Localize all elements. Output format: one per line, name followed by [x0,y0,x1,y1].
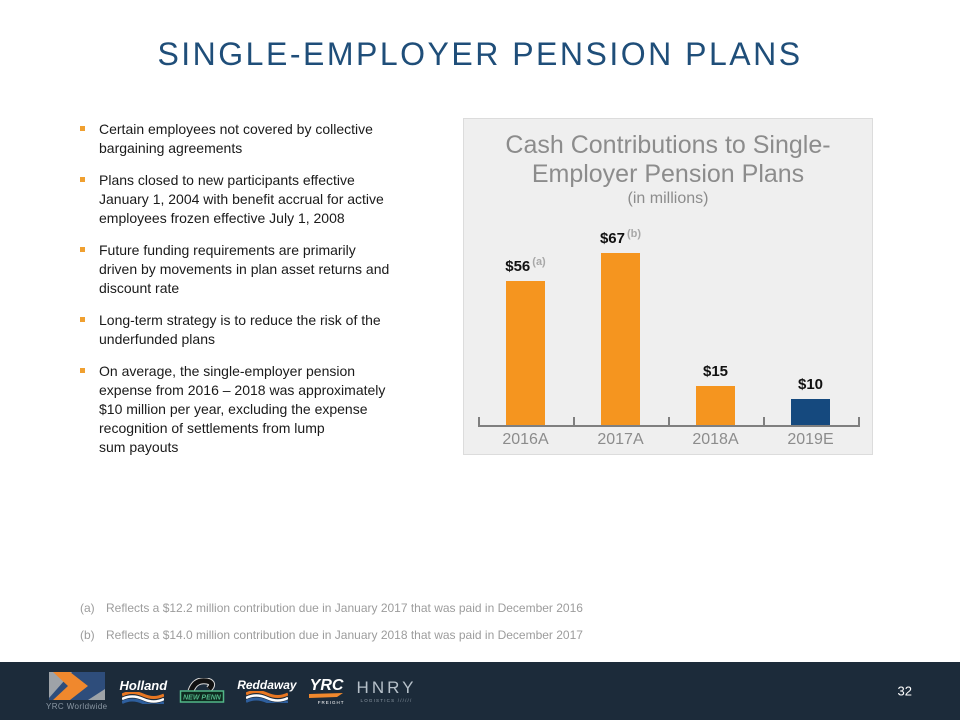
bar-chart: $56 (a) 2016A $67 (b) 2017A $15 2018A $10 2019E [478,119,862,459]
svg-text:NEW PENN: NEW PENN [183,695,222,702]
bar-2019E [791,399,830,425]
bar-2016A [506,281,545,425]
x-axis-tick [668,417,670,425]
logo-row: YRC Worldwide Holland NEW PENN [46,662,416,720]
yrc-worldwide-logo: YRC Worldwide [46,671,108,711]
bullet-square-icon [80,247,85,252]
new-penn-icon: NEW PENN [179,678,225,703]
chart-subtitle: (in millions) [627,190,709,207]
yrc-freight-sub-label: FREIGHT [317,699,345,705]
new-penn-logo: NEW PENN [179,678,225,704]
bar-value-label: $10 [763,376,858,393]
yrc-freight-logo: YRC FREIGHT [308,676,345,705]
x-axis-tick [478,417,480,425]
page-title: SINGLE-EMPLOYER PENSION PLANS [157,36,803,72]
footnote-row: (a) Reflects a $12.2 million contribution… [80,600,583,616]
x-axis-tick [763,417,765,425]
category-label: 2017A [597,431,644,448]
bullet-item: On average, the single-employer pension … [80,362,410,457]
bullet-item: Future funding requirements are primaril… [80,241,410,298]
footnote-superscript: (b) [626,228,642,240]
yrc-worldwide-flag-icon [48,671,105,700]
bar-value: $15 [702,363,729,380]
footnote-marker: (b) [80,628,95,642]
bar-value-label: $67 (b) [573,228,668,247]
footer-bar: YRC Worldwide Holland NEW PENN [0,662,960,720]
bar-2017A [601,253,640,425]
bar-value: $67 [599,230,625,247]
x-axis-line [478,425,860,427]
bullet-item: Certain employees not covered by collect… [80,120,410,158]
bullet-text: Plans closed to new participants effecti… [99,172,384,226]
holland-wordmark: Holland [119,677,168,693]
bullet-text: Certain employees not covered by collect… [99,121,373,156]
x-axis-tick [858,417,860,425]
page-number: 32 [897,683,912,699]
footnote-superscript: (a) [532,256,546,268]
bullet-item: Long-term strategy is to reduce the risk… [80,311,410,349]
bar-value: $56 [505,258,531,275]
reddaway-logo: Reddaway [237,678,297,703]
bullet-list: Certain employees not covered by collect… [80,120,410,470]
category-label: 2018A [692,431,739,448]
holland-wave-icon [122,691,165,704]
holland-logo: Holland [119,677,168,704]
footnote-text: Reflects a $14.0 million contribution du… [106,628,583,642]
reddaway-wordmark: Reddaway [237,678,297,692]
bullet-item: Plans closed to new participants effecti… [80,171,410,228]
bullet-square-icon [80,368,85,373]
reddaway-wave-icon [245,691,288,703]
bullet-text: Future funding requirements are primaril… [99,242,390,296]
bar-value-label: $15 [668,363,763,380]
bullet-text: Long-term strategy is to reduce the risk… [99,312,381,347]
hnry-sub-label: LOGISTICS ////// [360,697,413,703]
yrc-freight-swoosh-icon [308,692,343,698]
chart-title: Cash Contributions to Single-Employer Pe… [505,131,831,188]
bar-value-label: $56 (a) [478,256,573,275]
footnote-marker: (a) [80,601,95,615]
hnry-logo: HNRY LOGISTICS ////// [356,677,417,703]
chart-header: Cash Contributions to Single-Employer Pe… [464,131,872,209]
bullet-square-icon [80,126,85,131]
footnote-row: (b) Reflects a $14.0 million contribution… [80,627,583,643]
yrc-freight-wordmark: YRC [309,676,344,694]
footnotes: (a) Reflects a $12.2 million contribution… [80,600,583,654]
category-label: 2016A [502,431,549,448]
bullet-square-icon [80,177,85,182]
hnry-wordmark: HNRY [356,677,417,697]
category-label: 2019E [787,431,834,448]
footnote-text: Reflects a $12.2 million contribution du… [106,601,583,615]
bullet-text: On average, the single-employer pension … [99,363,386,455]
yrc-worldwide-caption: YRC Worldwide [46,701,108,711]
bar-value: $10 [797,376,824,393]
x-axis-tick [573,417,575,425]
bar-2018A [696,386,735,425]
bullet-square-icon [80,317,85,322]
chart-panel: Cash Contributions to Single-Employer Pe… [463,118,873,455]
